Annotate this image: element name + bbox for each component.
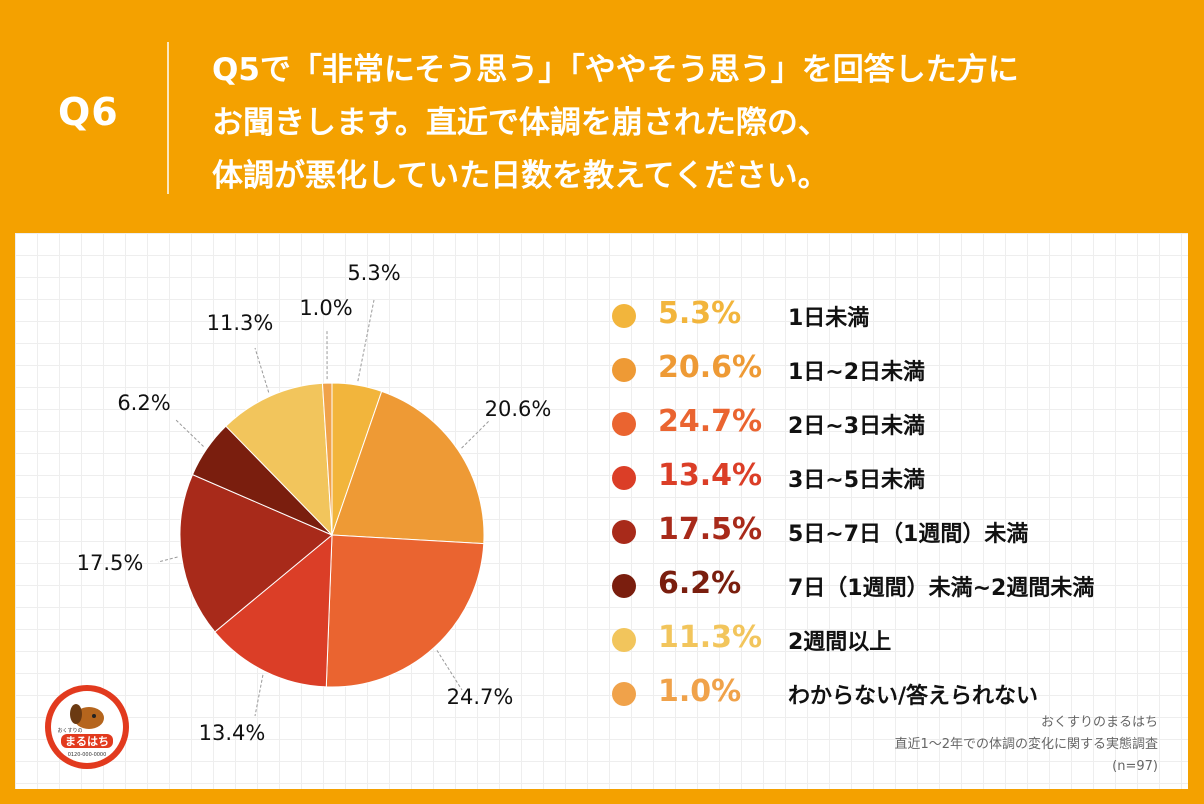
source-note: おくすりのまるはち 直近1～2年での体調の変化に関する実態調査 (n=97)	[894, 712, 1158, 778]
pie-slice	[331, 390, 485, 545]
pie-slice	[179, 473, 333, 633]
pie-leader-line	[254, 347, 270, 393]
legend-label: 1日~2日未満	[788, 360, 926, 385]
question-header: Q6 Q5で「非常にそう思う」「ややそう思う」を回答した方に お聞きします。直近…	[0, 0, 1204, 232]
legend-swatch	[612, 358, 636, 382]
legend-label: 1日未満	[788, 306, 870, 331]
pie-data-label: 20.6%	[485, 397, 552, 421]
legend-item: 17.5% 5日~7日（1週間）未満	[610, 508, 1170, 562]
pie-leader-line	[357, 299, 375, 382]
legend-percent: 1.0%	[658, 674, 742, 709]
legend-label: 2週間以上	[788, 630, 892, 655]
legend-item: 13.4% 3日~5日未満	[610, 454, 1170, 508]
legend-item: 5.3% 1日未満	[610, 292, 1170, 346]
pie-data-label: 5.3%	[347, 261, 400, 285]
pie-data-label: 11.3%	[207, 311, 274, 335]
legend-swatch	[612, 574, 636, 598]
logo-name: まるはち	[65, 735, 109, 748]
legend-item: 1.0% わからない/答えられない	[610, 670, 1170, 724]
logo-subtext: おくすりの	[57, 727, 82, 734]
logo-dog-ear	[70, 704, 82, 724]
logo-dog-eye	[92, 714, 96, 718]
pie-leader-line	[436, 650, 463, 691]
legend-percent: 20.6%	[658, 350, 763, 385]
legend-swatch	[612, 466, 636, 490]
header-divider	[167, 42, 169, 194]
legend-swatch	[612, 304, 636, 328]
legend-item: 20.6% 1日~2日未満	[610, 346, 1170, 400]
logo-name-plate	[61, 734, 113, 748]
question-line-3: 体調が悪化していた日数を教えてください。	[212, 158, 829, 194]
legend-percent: 13.4%	[658, 458, 763, 493]
legend-swatch	[612, 412, 636, 436]
legend-percent: 24.7%	[658, 404, 763, 439]
question-line-1: Q5で「非常にそう思う」「ややそう思う」を回答した方に	[212, 52, 1019, 88]
question-line-2: お聞きします。直近で体調を崩された際の、	[212, 105, 829, 141]
legend-item: 11.3% 2週間以上	[610, 616, 1170, 670]
legend-swatch	[612, 520, 636, 544]
legend-item: 24.7% 2日~3日未満	[610, 400, 1170, 454]
pie-slice	[321, 382, 333, 536]
source-org: おくすりのまるはち	[1040, 715, 1158, 730]
legend-swatch	[612, 628, 636, 652]
legend-percent: 5.3%	[658, 296, 742, 331]
source-sample-size: (n=97)	[1112, 759, 1158, 774]
pie-data-label: 1.0%	[299, 296, 352, 320]
question-number: Q6	[58, 90, 119, 134]
legend-label: わからない/答えられない	[788, 684, 1039, 709]
pie-slice	[325, 534, 485, 688]
legend-swatch	[612, 682, 636, 706]
logo-phone: 0120-000-0000	[68, 752, 107, 758]
pie-leader-line	[254, 674, 264, 717]
legend-label: 5日~7日（1週間）未満	[788, 522, 1029, 547]
pie-data-label: 6.2%	[117, 391, 170, 415]
legend-item: 6.2% 7日（1週間）未満~2週間未満	[610, 562, 1170, 616]
maruhachi-logo: まるはち おくすりの 0120-000-0000	[45, 685, 129, 769]
pie-data-label: 13.4%	[199, 721, 266, 745]
pie-slice	[225, 382, 333, 537]
pie-slice	[214, 533, 333, 688]
legend-percent: 17.5%	[658, 512, 763, 547]
pie-data-label: 17.5%	[77, 551, 144, 575]
pie-leader-line	[461, 419, 491, 449]
legend-percent: 6.2%	[658, 566, 742, 601]
legend-label: 7日（1週間）未満~2週間未満	[788, 576, 1095, 601]
pie-leader-line	[175, 419, 204, 447]
legend-label: 3日~5日未満	[788, 468, 926, 493]
source-survey: 直近1～2年での体調の変化に関する実態調査	[894, 737, 1158, 752]
pie-leader-line	[157, 556, 178, 563]
pie-data-label: 24.7%	[447, 685, 514, 709]
legend-percent: 11.3%	[658, 620, 763, 655]
legend-label: 2日~3日未満	[788, 414, 926, 439]
question-text: Q5で「非常にそう思う」「ややそう思う」を回答した方に お聞きします。直近で体調…	[212, 44, 1172, 203]
